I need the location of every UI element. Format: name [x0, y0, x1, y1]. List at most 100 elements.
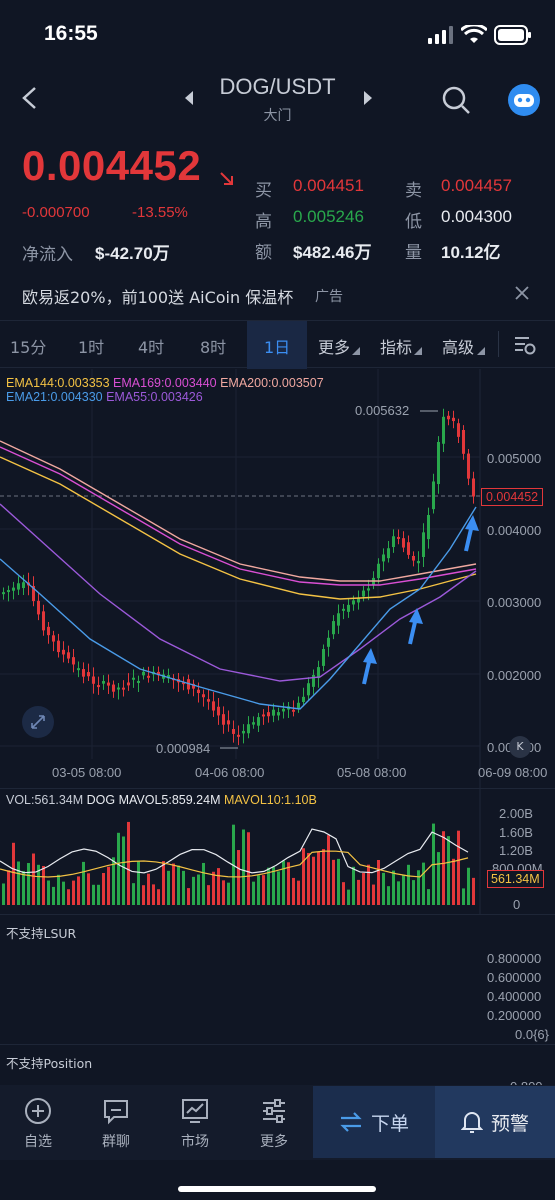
fullscreen-button[interactable]	[22, 706, 54, 738]
current-price-tag: 0.004452	[481, 488, 544, 506]
indicator-caret-icon	[414, 347, 422, 355]
prev-pair-icon[interactable]	[183, 90, 195, 106]
candle	[317, 667, 320, 679]
candle	[407, 542, 410, 555]
candle	[347, 604, 350, 612]
buy-label: 买	[255, 181, 272, 201]
sell-value: 0.004457	[441, 176, 512, 195]
candle	[462, 429, 465, 454]
candle	[197, 689, 200, 694]
volume-bar	[67, 889, 70, 905]
ad-banner[interactable]: 欧易返20%，前100送 AiCoin 保温杯 广告	[0, 274, 555, 314]
candle	[327, 637, 330, 647]
bell-icon	[461, 1112, 483, 1133]
tab-1h[interactable]: 1时	[78, 338, 105, 357]
tab-1d[interactable]: 1日	[264, 338, 291, 357]
more-caret-icon	[352, 347, 360, 355]
high-label: 高	[255, 212, 272, 232]
vol-tick-0: 2.00B	[499, 806, 533, 821]
volume-bar	[437, 852, 440, 905]
candle	[272, 709, 275, 716]
annotation-arrow-head	[409, 608, 423, 624]
back-icon[interactable]	[20, 86, 40, 110]
volume-panel[interactable]: VOL:561.34M DOG MAVOL5:859.24M MAVOL10:1…	[0, 788, 555, 915]
swap-icon	[340, 1112, 362, 1132]
ema169-line	[0, 446, 477, 586]
alert-button[interactable]: 预警	[435, 1086, 555, 1158]
nav-chat-label: 群聊	[102, 1134, 130, 1150]
candle	[222, 714, 225, 725]
nav-favorites[interactable]: 自选	[8, 1085, 68, 1160]
chat-icon	[104, 1100, 128, 1125]
kline-chart[interactable]: EMA144:0.003353 EMA169:0.003440 EMA200:0…	[0, 369, 555, 789]
volume-bar	[157, 889, 160, 905]
candle	[337, 613, 340, 626]
chart-settings-icon[interactable]	[513, 334, 537, 356]
candle	[442, 416, 445, 444]
volume-bar	[347, 889, 350, 905]
down-arrow-icon	[220, 172, 233, 185]
candle	[367, 588, 370, 591]
lsur-tick-1: 0.600000	[487, 970, 542, 985]
tab-advanced[interactable]: 高级	[442, 338, 475, 357]
close-icon[interactable]	[514, 285, 530, 301]
volume-bar	[137, 861, 140, 905]
volume-bar	[237, 850, 240, 905]
candle	[187, 679, 190, 690]
candle	[167, 675, 170, 679]
candle	[112, 684, 115, 692]
alert-label: 预警	[491, 1113, 530, 1135]
volume-bar	[302, 848, 305, 905]
volume-bar	[342, 882, 345, 905]
candle	[412, 555, 415, 561]
market-chart-icon	[182, 1099, 208, 1123]
high-marker: 0.005632	[355, 403, 410, 418]
volume-bar	[407, 864, 410, 905]
volume-bar	[57, 874, 60, 905]
tab-15m[interactable]: 15分	[10, 338, 47, 357]
signal-icon	[428, 26, 453, 44]
volume-bar	[357, 879, 360, 905]
candle	[277, 712, 280, 716]
volume-bar	[242, 829, 245, 905]
wifi-icon	[461, 25, 487, 43]
volume-bar	[372, 884, 375, 905]
tab-more[interactable]: 更多	[318, 338, 351, 357]
volume-bar	[142, 885, 145, 905]
net-inflow-value: $-42.70万	[95, 244, 170, 263]
tab-8h[interactable]: 8时	[200, 338, 227, 357]
volume-bar	[82, 861, 85, 905]
robot-icon[interactable]	[507, 83, 541, 117]
next-pair-icon[interactable]	[362, 90, 374, 106]
ema21-label: EMA21:0.004330	[6, 390, 103, 404]
tab-4h[interactable]: 4时	[138, 338, 165, 357]
candle	[87, 672, 90, 677]
candle	[52, 635, 55, 642]
order-button[interactable]: 下单	[313, 1086, 435, 1158]
volume-bar	[397, 881, 400, 905]
active-tab-bg	[247, 321, 307, 369]
candle	[97, 685, 100, 688]
tab-indicators[interactable]: 指标	[380, 338, 413, 357]
volume-bar	[457, 830, 460, 905]
volume-bar	[277, 871, 280, 905]
volume-bar	[212, 871, 215, 905]
k-scale-button[interactable]: K	[509, 736, 531, 758]
volume-bar	[47, 880, 50, 905]
lsur-label: 不支持LSUR	[6, 926, 77, 941]
lsur-tick-4: 0.0{6}	[515, 1027, 549, 1042]
volume-bar	[202, 862, 205, 905]
battery-icon	[494, 25, 531, 45]
interval-tabs: 15分 1时 4时 8时 1日 更多 指标 高级	[0, 320, 555, 369]
nav-chat[interactable]: 群聊	[86, 1085, 146, 1160]
pair-title[interactable]: DOG/USDT	[219, 74, 336, 99]
x-tick-2: 05-08 08:00	[337, 765, 407, 780]
candle	[207, 699, 210, 702]
candle	[387, 548, 390, 559]
search-icon[interactable]	[441, 85, 471, 115]
volume-bar	[447, 836, 450, 905]
nav-market[interactable]: 市场	[165, 1085, 225, 1160]
volume-bar	[222, 880, 225, 905]
nav-more[interactable]: 更多	[244, 1085, 304, 1160]
candle	[137, 680, 140, 683]
